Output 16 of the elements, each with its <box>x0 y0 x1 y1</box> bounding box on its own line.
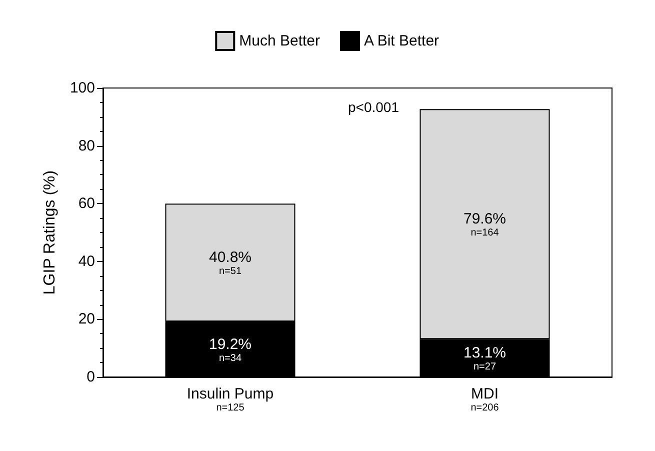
data-label: 40.8% n=51 <box>208 249 252 278</box>
y-tick-label: 80 <box>78 137 95 154</box>
legend-label: A Bit Better <box>364 32 440 50</box>
x-tick-label: MDI n=206 <box>470 386 500 414</box>
data-label: 79.6% n=164 <box>463 210 506 239</box>
y-tick-label: 40 <box>78 252 95 270</box>
data-label: 13.1% n=27 <box>463 344 506 373</box>
y-axis-title: LGIP Ratings (%) <box>42 170 58 295</box>
x-tick-label: Insulin Pump n=125 <box>186 386 274 414</box>
y-tick-label: 20 <box>78 310 95 328</box>
y-tick-label: 100 <box>70 80 95 96</box>
y-tick-label: 0 <box>86 368 95 386</box>
data-label: 19.2% n=34 <box>208 336 252 364</box>
legend-label: Much Better <box>239 32 320 50</box>
annotation: p<0.001 <box>348 99 400 115</box>
y-tick-label: 60 <box>78 195 95 212</box>
